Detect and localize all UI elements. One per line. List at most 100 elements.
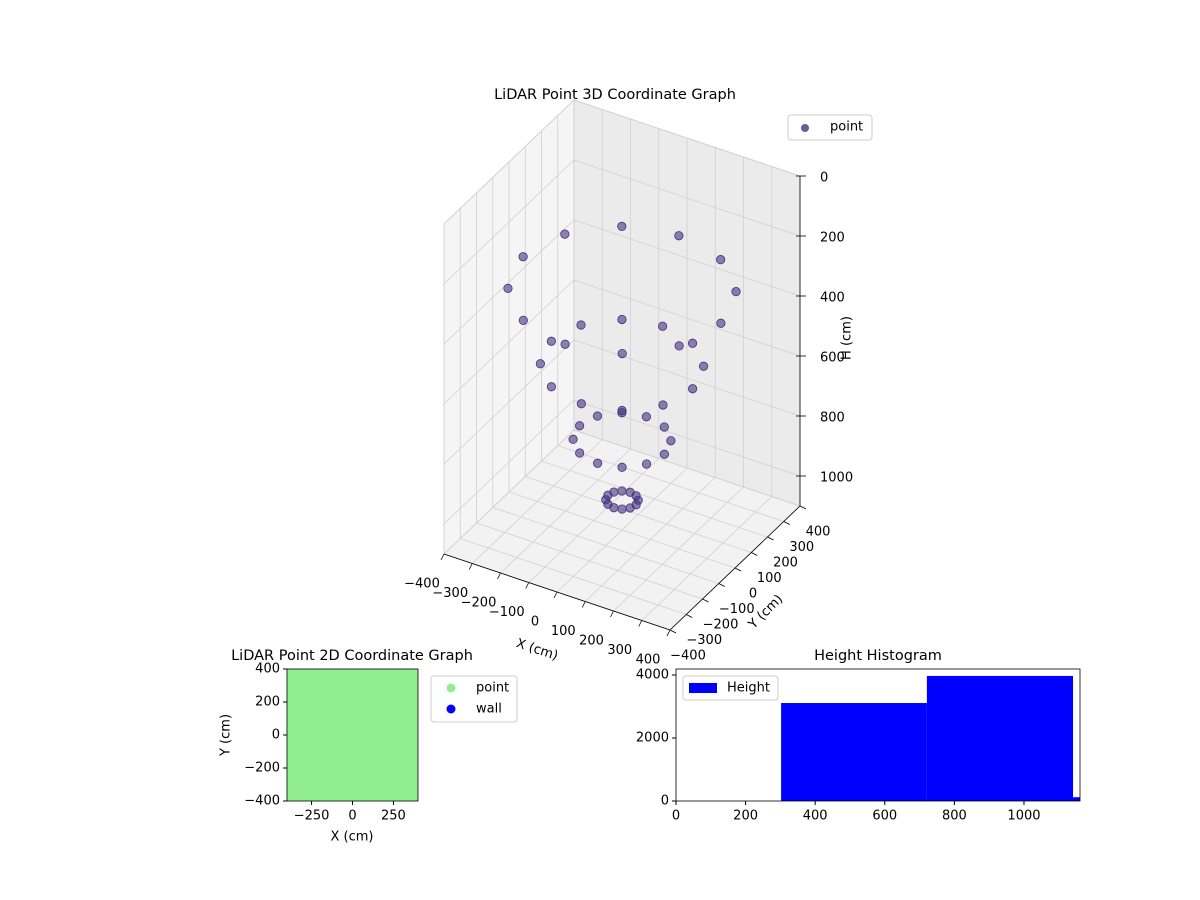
point <box>376 669 418 711</box>
x-tick-label: −100 <box>489 605 525 620</box>
grid-line <box>443 279 575 405</box>
y-tick <box>783 521 790 525</box>
z-tick-label: 600 <box>820 351 845 366</box>
grid-line <box>573 339 801 417</box>
legend-box <box>430 675 518 723</box>
x-tick <box>497 572 501 580</box>
z-tick-label: 200 <box>820 231 845 246</box>
y-tick-label: 0 <box>272 728 280 743</box>
x-tick-label: 0 <box>672 809 680 824</box>
plot-frame <box>675 668 1081 802</box>
y-axis-label: Y (cm) <box>219 714 234 757</box>
x-tick-label: −200 <box>461 596 497 611</box>
z-tick-label: 400 <box>820 291 845 306</box>
point <box>546 382 557 392</box>
grid-line <box>573 279 801 357</box>
legend-marker <box>446 704 456 714</box>
point <box>575 421 585 431</box>
point <box>560 229 570 239</box>
point <box>503 283 513 293</box>
x-tick <box>553 591 558 599</box>
legend-box <box>787 114 873 141</box>
legend-marker <box>446 683 456 693</box>
chart-title: LiDAR Point 2D Coordinate Graph <box>231 648 473 664</box>
z-tick-label: 1000 <box>820 471 853 486</box>
point <box>688 384 698 394</box>
point <box>659 449 669 459</box>
point <box>659 422 669 432</box>
point <box>593 458 603 468</box>
y-tick-label: 400 <box>255 662 280 677</box>
x-tick-label: 300 <box>607 643 632 658</box>
point <box>641 412 651 422</box>
point <box>658 321 668 331</box>
points <box>287 669 418 801</box>
point <box>658 400 668 410</box>
legend-label: point <box>476 681 509 696</box>
point <box>674 341 684 351</box>
point <box>641 459 652 469</box>
x-tick-label: 400 <box>803 809 828 824</box>
z-axis-label: H (cm) <box>840 316 855 360</box>
grid-line <box>443 339 575 465</box>
grid-line <box>573 219 801 297</box>
x-tick <box>468 563 473 570</box>
y-tick-label: −200 <box>703 618 739 633</box>
x-tick-label: 0 <box>348 809 356 824</box>
y-tick <box>718 583 725 587</box>
chart-title: LiDAR Point 3D Coordinate Graph <box>494 87 736 103</box>
bars <box>781 675 1080 801</box>
grid-line <box>573 399 801 477</box>
grid-line <box>508 491 736 569</box>
y-tick <box>734 567 742 572</box>
grid-line <box>557 445 784 522</box>
bar <box>1073 797 1080 801</box>
grid-line <box>573 159 801 237</box>
y-tick <box>767 536 774 541</box>
point <box>592 411 603 421</box>
x-tick-label: 100 <box>551 624 576 639</box>
grid-line <box>573 429 801 507</box>
legend-label: Height <box>727 681 770 696</box>
y-tick-label: 400 <box>806 525 831 540</box>
point <box>518 315 528 325</box>
grid-line <box>460 538 687 615</box>
grid-line <box>443 99 575 225</box>
point <box>609 503 619 513</box>
y-tick <box>669 629 677 634</box>
y-tick-label: 4000 <box>636 667 669 682</box>
point <box>568 434 578 444</box>
x-tick-label: −300 <box>432 586 468 601</box>
x-tick-label: 1000 <box>1007 809 1040 824</box>
point <box>617 314 627 325</box>
point <box>576 320 586 330</box>
x-tick-label: 250 <box>381 809 406 824</box>
legend-swatch <box>689 683 717 693</box>
point <box>576 399 586 409</box>
grid-line <box>443 219 575 345</box>
x-tick-label: −400 <box>404 577 440 592</box>
chart-title: Height Histogram <box>814 648 942 664</box>
point <box>546 336 556 346</box>
y-tick-label: −100 <box>719 602 755 617</box>
grid-line <box>492 507 719 584</box>
z-tick-label: 0 <box>820 171 828 186</box>
y-tick-label: 0 <box>749 587 757 602</box>
point <box>716 318 726 328</box>
bar <box>926 675 1074 801</box>
point <box>617 486 627 496</box>
point <box>617 348 627 359</box>
point <box>617 504 627 514</box>
x-tick-label: 0 <box>531 615 539 630</box>
y-tick-label: −400 <box>670 649 706 664</box>
z-tick-label: 800 <box>820 411 845 426</box>
y-tick-label: 0 <box>661 794 669 809</box>
point <box>617 462 627 472</box>
y-tick-label: 200 <box>773 556 798 571</box>
point <box>699 361 709 371</box>
x-tick <box>666 629 671 637</box>
point <box>625 503 635 513</box>
x-tick-label: 600 <box>872 809 897 824</box>
x-tick <box>610 610 614 618</box>
grid-line <box>443 159 575 285</box>
